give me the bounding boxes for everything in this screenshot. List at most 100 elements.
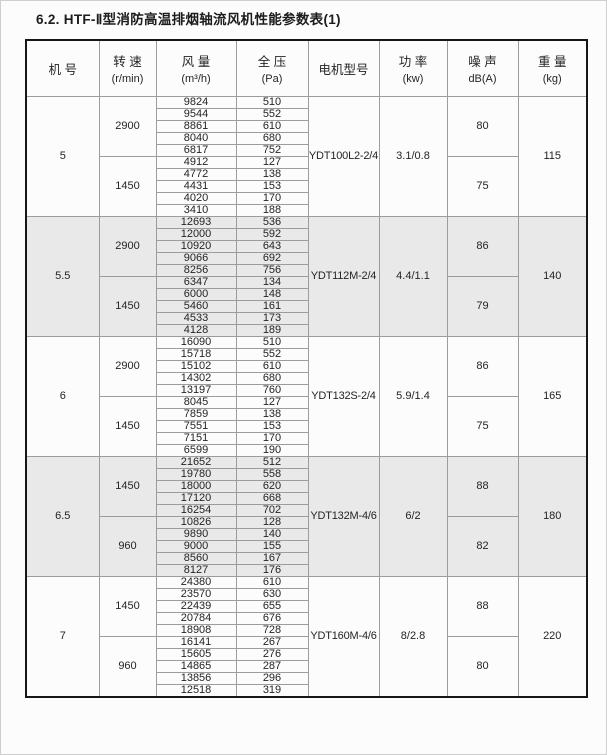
table-row: 4431 153 — [26, 179, 587, 193]
machine-no-cell: 5 — [25, 95, 100, 217]
page-title: 6.2. HTF-Ⅱ型消防高温排烟轴流风机性能参数表(1) — [36, 12, 341, 27]
table-row: 1450 8045 127 75 — [26, 395, 587, 457]
speed-cell: 1450 — [98, 275, 157, 337]
flow-value-cell: 6000 — [155, 287, 237, 301]
flow-value-cell: 4533 — [155, 311, 237, 325]
pressure-value-cell: 558 — [235, 467, 309, 481]
pressure-value-cell: 552 — [235, 347, 309, 361]
pressure-value-cell: 643 — [235, 239, 309, 253]
pressure-value-cell: 610 — [235, 575, 309, 589]
flow-value-cell: 10920 — [155, 239, 237, 253]
flow-value-cell: 4772 — [155, 167, 237, 181]
table-row: 20784 676 — [26, 611, 587, 625]
pressure-value-cell: 676 — [235, 611, 309, 625]
flow-value-cell: 9066 — [155, 251, 237, 265]
table-body: 5 2900 9824 510 YDT100L2-2/4 3.1/0.8 80 115 9544… — [25, 95, 588, 697]
pressure-value-cell: 190 — [235, 443, 309, 457]
flow-value-cell: 4912 — [155, 155, 237, 169]
flow-value-cell: 8256 — [155, 263, 237, 277]
header-unit: (m³/h) — [181, 73, 211, 86]
pressure-value-cell: 760 — [235, 383, 309, 397]
flow-value-cell: 8127 — [155, 563, 237, 577]
flow-value-cell: 12000 — [155, 227, 237, 241]
header-label: 转 速 — [113, 55, 142, 70]
table-row: 1450 4912 127 75 — [26, 155, 587, 217]
flow-value-cell: 13856 — [155, 671, 237, 685]
speed-cell: 960 — [98, 515, 157, 577]
weight-cell: 140 — [517, 215, 588, 337]
weight-cell: 220 — [517, 575, 588, 697]
table-row: 960 10826 128 82 — [26, 515, 587, 577]
header-unit: dB(A) — [468, 73, 497, 86]
pressure-value-cell: 510 — [235, 335, 309, 349]
flow-value-cell: 22439 — [155, 599, 237, 613]
table-header: 机 号 转 速 (r/min) 风 量 (m³/h) 全 压 (Pa) 电机型号 功 率 (kw)… — [25, 39, 588, 97]
flow-value-cell: 24380 — [155, 575, 237, 589]
pressure-value-cell: 692 — [235, 251, 309, 265]
flow-value-cell: 8861 — [155, 119, 237, 133]
header-cell-weight: 重 量 (kg) — [517, 39, 588, 97]
speed-cell: 1450 — [98, 575, 157, 637]
noise-cell: 88 — [446, 455, 519, 517]
pressure-value-cell: 728 — [235, 623, 309, 637]
table-row: 6817 752 — [26, 143, 587, 157]
noise-cell: 79 — [446, 275, 519, 337]
noise-cell: 75 — [446, 155, 519, 217]
machine-no-cell: 5.5 — [25, 215, 100, 337]
table-row: 7859 138 — [26, 407, 587, 421]
noise-cell: 80 — [446, 635, 519, 697]
flow-value-cell: 14302 — [155, 371, 237, 385]
motor-model-cell: YDT100L2-2/4 — [307, 95, 380, 217]
flow-value-cell: 15102 — [155, 359, 237, 373]
machine-no-cell: 6.5 — [25, 455, 100, 577]
pressure-value-cell: 296 — [235, 671, 309, 685]
flow-value-cell: 15718 — [155, 347, 237, 361]
header-label: 功 率 — [398, 55, 428, 70]
table-row: 12518 319 — [26, 683, 587, 697]
flow-value-cell: 8045 — [155, 395, 237, 409]
header-cell-speed: 转 速 (r/min) — [98, 39, 157, 97]
power-cell: 6/2 — [378, 455, 448, 577]
pressure-value-cell: 536 — [235, 215, 309, 229]
flow-value-cell: 16090 — [155, 335, 237, 349]
table-row: 15605 276 — [26, 647, 587, 661]
speed-cell: 2900 — [98, 215, 157, 277]
flow-value-cell: 4020 — [155, 191, 237, 205]
speed-cell: 2900 — [98, 335, 157, 397]
header-unit: (r/min) — [111, 73, 144, 86]
flow-value-cell: 7859 — [155, 407, 237, 421]
pressure-value-cell: 630 — [235, 587, 309, 601]
header-unit: (kg) — [542, 73, 562, 86]
speed-cell: 1450 — [98, 395, 157, 457]
weight-cell: 115 — [517, 95, 588, 217]
pressure-value-cell: 655 — [235, 599, 309, 613]
power-cell: 8/2.8 — [378, 575, 448, 697]
table-row: 1450 6347 134 79 — [26, 275, 587, 337]
header-cell-machine-no: 机 号 — [25, 39, 100, 97]
flow-value-cell: 14865 — [155, 659, 237, 673]
pressure-value-cell: 668 — [235, 491, 309, 505]
flow-value-cell: 7151 — [155, 431, 237, 445]
table-row: 6 2900 16090 510 YDT132S-2/4 5.9/1.4 86 165 — [25, 335, 588, 457]
pressure-value-cell: 134 — [235, 275, 309, 289]
header-label: 重 量 — [538, 55, 567, 70]
pressure-value-cell: 161 — [235, 299, 309, 313]
flow-value-cell: 8560 — [155, 551, 237, 565]
pressure-value-cell: 512 — [235, 455, 309, 469]
table-row: 4772 138 — [26, 167, 587, 181]
pressure-value-cell: 267 — [235, 635, 309, 649]
flow-value-cell: 18908 — [155, 623, 237, 637]
flow-value-cell: 15605 — [155, 647, 237, 661]
table-row: 7 1450 24380 610 YDT160M-4/6 8/2.8 88 220 — [25, 575, 588, 697]
pressure-value-cell: 173 — [235, 311, 309, 325]
pressure-value-cell: 140 — [235, 527, 309, 541]
pressure-value-cell: 510 — [235, 95, 309, 109]
flow-value-cell: 9000 — [155, 539, 237, 553]
pressure-value-cell: 756 — [235, 263, 309, 277]
flow-value-cell: 5460 — [155, 299, 237, 313]
table-row: 960 16141 267 80 — [26, 635, 587, 697]
pressure-value-cell: 610 — [235, 119, 309, 133]
table-row: 15718 552 — [26, 347, 587, 361]
flow-value-cell: 7551 — [155, 419, 237, 433]
